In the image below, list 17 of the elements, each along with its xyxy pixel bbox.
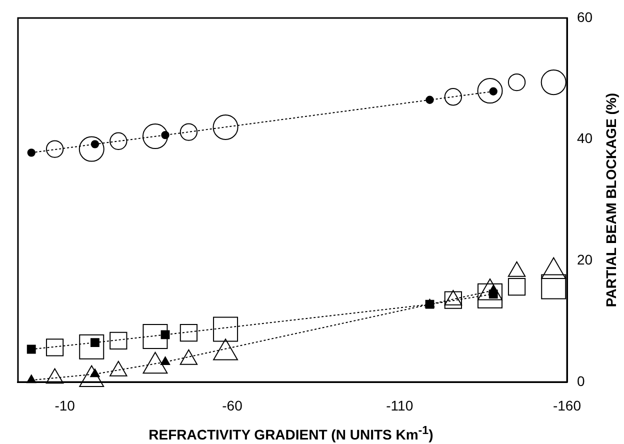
y-tick-label: 20 [577, 252, 593, 268]
point [90, 140, 100, 148]
point [161, 130, 170, 140]
x-tick-label: -110 [386, 397, 414, 414]
x-axis-title: REFRACTIVITY GRADIENT (N UNITS Km$^{-1}$) [148, 424, 434, 443]
point [426, 96, 434, 104]
y-tick-label: 40 [577, 130, 593, 146]
point [160, 330, 170, 340]
x-tick-label: -10 [54, 397, 76, 414]
point [160, 356, 170, 365]
x-tick-label: -60 [222, 397, 243, 414]
point [26, 344, 36, 354]
y-tick-label: 0 [577, 372, 585, 389]
y-axis-title: PARTIAL BEAM BLOCKAGE (%) [603, 92, 619, 308]
x-tick-label: -160 [552, 397, 582, 414]
y-tick-label: 60 [577, 8, 593, 25]
point [27, 148, 36, 157]
